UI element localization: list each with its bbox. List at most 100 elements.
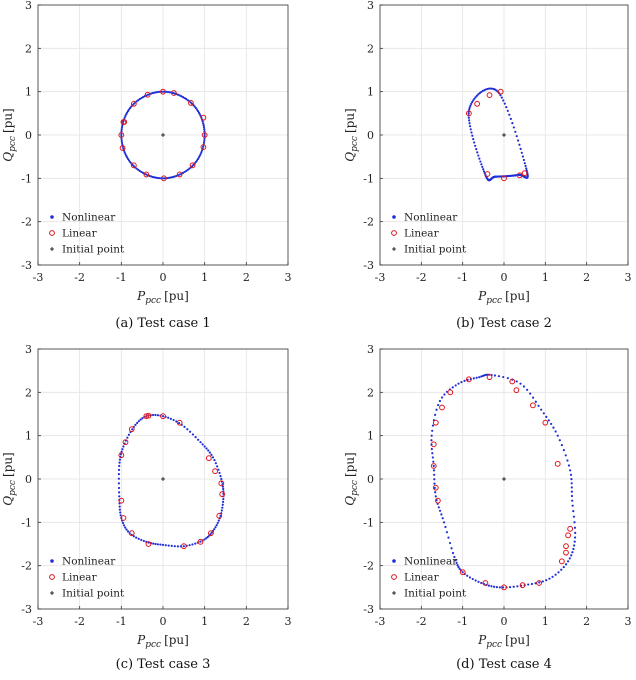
nonlinear-point bbox=[118, 458, 122, 461]
nonlinear-point bbox=[217, 468, 220, 471]
nonlinear-point bbox=[443, 393, 446, 396]
nonlinear-point bbox=[185, 97, 188, 101]
nonlinear-point bbox=[196, 157, 200, 161]
nonlinear-point bbox=[120, 127, 123, 131]
nonlinear-point bbox=[461, 571, 464, 574]
nonlinear-point bbox=[202, 145, 205, 148]
nonlinear-point bbox=[522, 385, 526, 388]
nonlinear-point bbox=[564, 454, 567, 457]
nonlinear-point bbox=[501, 586, 505, 589]
panel-caption: (b) Test case 2 bbox=[456, 316, 552, 331]
nonlinear-point bbox=[453, 555, 456, 559]
nonlinear-point bbox=[569, 473, 573, 476]
y-tick-label: 1 bbox=[367, 86, 374, 99]
linear-point bbox=[118, 132, 125, 138]
x-tick-label: 3 bbox=[285, 615, 292, 628]
nonlinear-point bbox=[217, 519, 220, 522]
nonlinear-point bbox=[209, 533, 212, 536]
x-tick-label: -2 bbox=[74, 271, 85, 284]
nonlinear-point bbox=[570, 478, 573, 481]
linear-point bbox=[474, 100, 481, 107]
linear-point bbox=[145, 541, 152, 547]
linear-point bbox=[465, 110, 472, 117]
linear-point bbox=[176, 171, 183, 178]
nonlinear-point bbox=[126, 157, 130, 161]
nonlinear-point bbox=[478, 376, 481, 379]
nonlinear-point bbox=[503, 102, 506, 105]
y-tick-label: 1 bbox=[25, 430, 32, 443]
nonlinear-point bbox=[123, 151, 126, 154]
nonlinear-point bbox=[181, 96, 185, 99]
nonlinear-point bbox=[156, 414, 160, 417]
nonlinear-point bbox=[554, 573, 557, 576]
nonlinear-point bbox=[508, 585, 512, 589]
nonlinear-point bbox=[121, 448, 124, 451]
nonlinear-point bbox=[467, 112, 470, 115]
x-axis-label: Ppcc [pu] bbox=[136, 289, 189, 306]
legend-marker-nonlinear bbox=[50, 215, 54, 219]
nonlinear-point bbox=[471, 134, 474, 137]
nonlinear-point bbox=[457, 382, 460, 385]
nonlinear-point bbox=[517, 139, 520, 142]
nonlinear-point bbox=[185, 169, 188, 173]
nonlinear-point bbox=[430, 447, 433, 451]
nonlinear-point bbox=[124, 152, 127, 156]
nonlinear-point bbox=[201, 443, 204, 446]
y-tick-label: -1 bbox=[21, 516, 32, 529]
linear-point bbox=[200, 144, 207, 151]
nonlinear-point bbox=[438, 399, 442, 403]
nonlinear-point bbox=[474, 579, 477, 582]
nonlinear-point bbox=[161, 90, 165, 93]
nonlinear-point bbox=[156, 90, 160, 94]
nonlinear-point bbox=[470, 131, 473, 134]
linear-point bbox=[554, 460, 561, 467]
nonlinear-point bbox=[141, 417, 144, 420]
nonlinear-point bbox=[218, 471, 221, 475]
nonlinear-point bbox=[473, 97, 476, 100]
nonlinear-point bbox=[156, 543, 160, 546]
nonlinear-point bbox=[508, 113, 511, 116]
nonlinear-point bbox=[201, 120, 204, 123]
initial-point bbox=[161, 133, 165, 137]
nonlinear-point bbox=[448, 541, 452, 545]
legend-marker-linear bbox=[49, 574, 55, 580]
nonlinear-point bbox=[140, 96, 143, 100]
linear-point bbox=[501, 175, 507, 182]
legend-label: Linear bbox=[62, 228, 98, 240]
nonlinear-point bbox=[189, 430, 192, 433]
nonlinear-point bbox=[440, 396, 444, 399]
nonlinear-point bbox=[200, 149, 204, 152]
nonlinear-point bbox=[137, 420, 140, 423]
nonlinear-point bbox=[186, 428, 189, 431]
linear-point bbox=[197, 538, 204, 545]
nonlinear-point bbox=[455, 561, 458, 564]
nonlinear-point bbox=[119, 511, 122, 514]
legend-label: Linear bbox=[404, 228, 440, 240]
nonlinear-point bbox=[199, 152, 202, 156]
x-tick-label: 2 bbox=[583, 271, 590, 284]
nonlinear-point bbox=[500, 96, 503, 99]
nonlinear-point bbox=[451, 551, 455, 555]
y-tick-label: -2 bbox=[21, 216, 32, 229]
nonlinear-point bbox=[127, 108, 131, 111]
linear-point bbox=[119, 145, 126, 151]
nonlinear-point bbox=[493, 585, 496, 588]
nonlinear-point bbox=[471, 577, 474, 581]
nonlinear-point bbox=[551, 575, 554, 578]
nonlinear-point bbox=[467, 116, 470, 119]
linear-point bbox=[128, 530, 135, 537]
linear-point bbox=[121, 119, 128, 125]
nonlinear-point bbox=[203, 133, 206, 137]
linear-point bbox=[486, 92, 493, 99]
linear-point bbox=[516, 172, 523, 179]
y-tick-label: -2 bbox=[363, 216, 374, 229]
nonlinear-point bbox=[199, 540, 202, 543]
y-tick-label: 0 bbox=[25, 129, 32, 142]
nonlinear-point bbox=[487, 584, 491, 587]
legend-label: Nonlinear bbox=[62, 212, 116, 224]
nonlinear-point bbox=[202, 126, 206, 129]
nonlinear-point bbox=[520, 151, 523, 154]
nonlinear-point bbox=[570, 494, 574, 498]
nonlinear-point bbox=[514, 130, 517, 133]
x-axis-label: Ppcc [pu] bbox=[477, 289, 530, 306]
